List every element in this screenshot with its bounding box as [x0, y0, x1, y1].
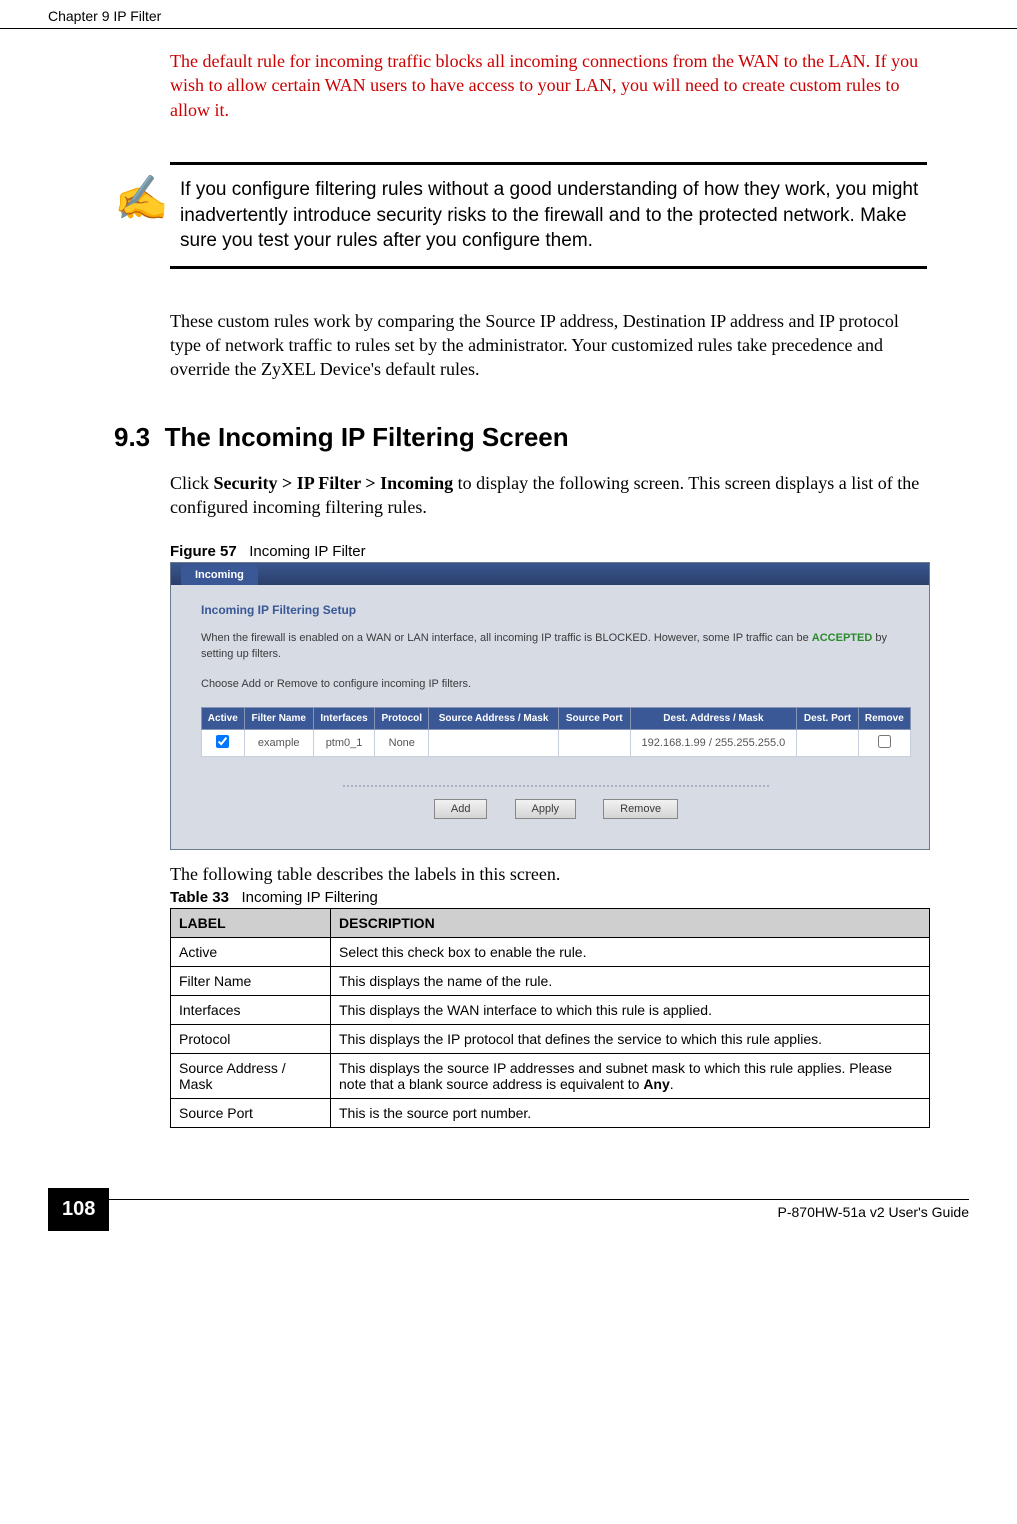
- col-srcaddr: Source Address / Mask: [429, 708, 559, 730]
- desc-cell: This displays the source IP addresses an…: [331, 1054, 930, 1099]
- filter-table-row: example ptm0_1 None 192.168.1.99 / 255.2…: [202, 730, 911, 757]
- label-cell: Filter Name: [171, 967, 331, 996]
- tab-incoming[interactable]: Incoming: [181, 565, 258, 585]
- filter-table: Active Filter Name Interfaces Protocol S…: [201, 707, 911, 757]
- nav-path: Security > IP Filter > Incoming: [214, 473, 454, 493]
- page-number: 108: [48, 1188, 109, 1231]
- table-row: Source Address / Mask This displays the …: [171, 1054, 930, 1099]
- label-cell: Interfaces: [171, 996, 331, 1025]
- content-area: The default rule for incoming traffic bl…: [0, 29, 1017, 1128]
- table-intro: The following table describes the labels…: [170, 864, 927, 885]
- panel-title: Incoming IP Filtering Setup: [201, 603, 911, 617]
- cell-destport: [797, 730, 858, 757]
- cell-srcaddr: [429, 730, 559, 757]
- label-cell: Active: [171, 938, 331, 967]
- page-footer: 108 P-870HW-51a v2 User's Guide: [0, 1188, 1017, 1261]
- active-checkbox[interactable]: [216, 735, 229, 748]
- desc-cell: This displays the name of the rule.: [331, 967, 930, 996]
- filter-table-header-row: Active Filter Name Interfaces Protocol S…: [202, 708, 911, 730]
- col-filtername: Filter Name: [244, 708, 313, 730]
- click-paragraph: Click Security > IP Filter > Incoming to…: [170, 471, 927, 520]
- description-table: LABEL DESCRIPTION Active Select this che…: [170, 908, 930, 1128]
- label-cell: Source Address / Mask: [171, 1054, 331, 1099]
- footer-guide: P-870HW-51a v2 User's Guide: [764, 1204, 970, 1220]
- col-remove: Remove: [858, 708, 910, 730]
- warning-paragraph: The default rule for incoming traffic bl…: [170, 49, 927, 122]
- panel-desc-1: When the firewall is enabled on a WAN or…: [201, 631, 911, 663]
- table-row: Filter Name This displays the name of th…: [171, 967, 930, 996]
- note-text: If you configure filtering rules without…: [180, 177, 927, 254]
- page-header: Chapter 9 IP Filter: [0, 0, 1017, 29]
- footer-right: P-870HW-51a v2 User's Guide: [109, 1199, 969, 1220]
- section-number: 9.3: [114, 422, 150, 452]
- figure-label: Figure 57 Incoming IP Filter: [170, 543, 927, 560]
- cell-active: [202, 730, 245, 757]
- cell-remove: [858, 730, 910, 757]
- screenshot-panel: Incoming Incoming IP Filtering Setup Whe…: [170, 562, 930, 850]
- table-row: Protocol This displays the IP protocol t…: [171, 1025, 930, 1054]
- cell-filtername: example: [244, 730, 313, 757]
- col-protocol: Protocol: [375, 708, 429, 730]
- accepted-text: ACCEPTED: [812, 632, 873, 644]
- remove-button[interactable]: Remove: [603, 799, 678, 819]
- header-description: DESCRIPTION: [331, 909, 930, 938]
- col-interfaces: Interfaces: [313, 708, 374, 730]
- note-icon: ✍: [114, 177, 166, 221]
- label-cell: Protocol: [171, 1025, 331, 1054]
- table-row: Active Select this check box to enable t…: [171, 938, 930, 967]
- label-cell: Source Port: [171, 1099, 331, 1128]
- table-row: Interfaces This displays the WAN interfa…: [171, 996, 930, 1025]
- cell-destaddr: 192.168.1.99 / 255.255.255.0: [630, 730, 797, 757]
- chapter-label: Chapter 9 IP Filter: [48, 8, 161, 24]
- panel-desc-2: Choose Add or Remove to configure incomi…: [201, 677, 911, 693]
- table-row: Source Port This is the source port numb…: [171, 1099, 930, 1128]
- apply-button[interactable]: Apply: [515, 799, 577, 819]
- cell-interfaces: ptm0_1: [313, 730, 374, 757]
- cell-srcport: [558, 730, 630, 757]
- panel-inner: Incoming IP Filtering Setup When the fir…: [171, 585, 929, 849]
- header-label: LABEL: [171, 909, 331, 938]
- remove-checkbox[interactable]: [878, 735, 891, 748]
- note-block: ✍ If you configure filtering rules witho…: [170, 162, 927, 269]
- section-heading: 9.3 The Incoming IP Filtering Screen: [114, 422, 927, 453]
- add-button[interactable]: Add: [434, 799, 488, 819]
- col-destport: Dest. Port: [797, 708, 858, 730]
- desc-cell: This displays the IP protocol that defin…: [331, 1025, 930, 1054]
- col-active: Active: [202, 708, 245, 730]
- desc-cell: Select this check box to enable the rule…: [331, 938, 930, 967]
- desc-cell: This displays the WAN interface to which…: [331, 996, 930, 1025]
- tab-bar: Incoming: [171, 563, 929, 585]
- section-title: The Incoming IP Filtering Screen: [165, 422, 569, 452]
- table-label: Table 33 Incoming IP Filtering: [170, 889, 927, 906]
- desc-cell: This is the source port number.: [331, 1099, 930, 1128]
- col-srcport: Source Port: [558, 708, 630, 730]
- desc-table-header: LABEL DESCRIPTION: [171, 909, 930, 938]
- body-paragraph: These custom rules work by comparing the…: [170, 309, 927, 382]
- cell-protocol: None: [375, 730, 429, 757]
- button-row: Add Apply Remove: [343, 785, 769, 819]
- col-destaddr: Dest. Address / Mask: [630, 708, 797, 730]
